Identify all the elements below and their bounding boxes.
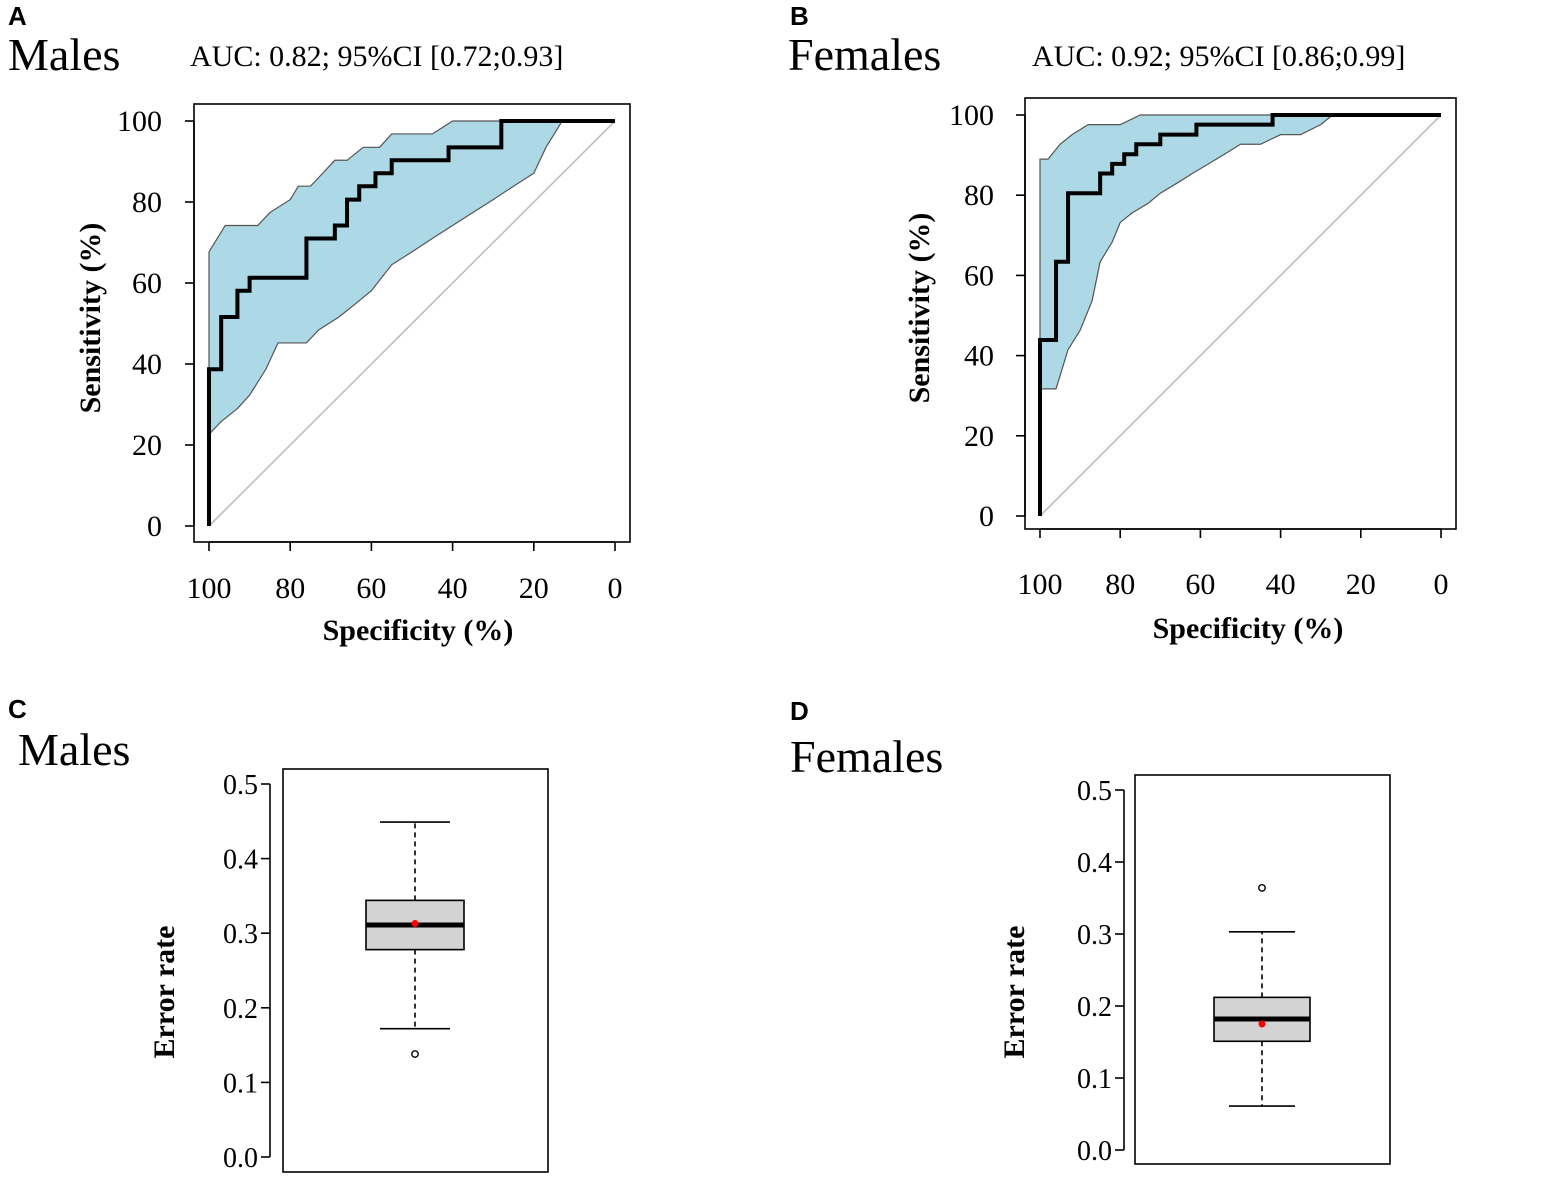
ci-band	[1039, 114, 1335, 390]
chart-title: Females	[790, 731, 943, 782]
y-tick-label: 0.2	[223, 994, 258, 1025]
y-tick-label: 40	[132, 348, 162, 381]
panel-d-females-box: D Females 0.0 0.1 0.2 0.3 0.4 0.5 Error rate	[790, 696, 1391, 1167]
mean-point	[1258, 1020, 1266, 1028]
roc-layer	[207, 119, 616, 527]
y-axis: 0 20 40 60 80 100	[117, 105, 195, 543]
y-tick-label: 20	[132, 429, 162, 462]
x-tick-label: 20	[1346, 568, 1376, 601]
y-axis-label: Sensitivity (%)	[903, 213, 936, 404]
plot-frame	[282, 768, 549, 1173]
x-axis-label: Specificity (%)	[1153, 612, 1344, 645]
x-tick-label: 20	[519, 572, 549, 605]
y-tick-label: 0.4	[223, 845, 258, 876]
x-tick-label: 60	[356, 572, 386, 605]
panel-a-males-roc: A Males AUC: 0.82; 95%CI [0.72;0.93] 100…	[8, 1, 631, 647]
y-axis: 0.0 0.1 0.2 0.3 0.4 0.5	[1077, 776, 1125, 1167]
y-tick-label: 100	[117, 105, 162, 138]
y-axis: 0 20 40 60 80 100	[949, 99, 1026, 533]
y-tick-label: 0.5	[223, 770, 258, 801]
roc-curve	[207, 119, 615, 526]
y-tick-label: 60	[964, 259, 994, 292]
x-axis: 100 80 60 40 20 0	[187, 541, 623, 605]
outlier-point	[411, 1050, 419, 1058]
box-layer	[1213, 884, 1311, 1107]
x-tick-label: 100	[187, 572, 232, 605]
panel-letter: C	[8, 694, 27, 724]
y-axis-label: Sensitivity (%)	[74, 223, 107, 414]
panel-c-males-box: C Males 0.0 0.1 0.2 0.3 0.4 0.5 Error rate	[8, 694, 549, 1174]
x-tick-label: 40	[1266, 568, 1296, 601]
y-tick-label: 0.1	[1077, 1064, 1112, 1095]
y-axis-label: Error rate	[148, 926, 181, 1059]
y-tick-label: 0	[979, 500, 994, 533]
y-tick-label: 40	[964, 340, 994, 373]
outlier-point	[1258, 884, 1266, 892]
y-axis: 0.0 0.1 0.2 0.3 0.4 0.5	[223, 770, 271, 1174]
y-tick-label: 0.0	[1077, 1136, 1112, 1167]
x-tick-label: 60	[1185, 568, 1215, 601]
roc-layer	[1038, 113, 1442, 517]
chart-title: Males	[8, 29, 120, 80]
y-tick-label: 0.0	[223, 1143, 258, 1174]
mean-point	[411, 920, 419, 928]
x-axis-label: Specificity (%)	[323, 614, 514, 647]
auc-annotation: AUC: 0.92; 95%CI [0.86;0.99]	[1032, 40, 1405, 73]
plot-frame	[1134, 774, 1391, 1165]
y-axis-label: Error rate	[998, 926, 1031, 1059]
panel-b-females-roc: B Females AUC: 0.92; 95%CI [0.86;0.99] 1…	[788, 1, 1457, 645]
auc-annotation: AUC: 0.82; 95%CI [0.72;0.93]	[190, 40, 563, 73]
x-tick-label: 80	[1105, 568, 1135, 601]
y-tick-label: 0.2	[1077, 992, 1112, 1023]
x-tick-label: 0	[608, 572, 623, 605]
y-tick-label: 80	[132, 186, 162, 219]
y-tick-label: 20	[964, 420, 994, 453]
y-tick-label: 100	[949, 99, 994, 132]
y-tick-label: 0	[147, 510, 162, 543]
chart-title: Females	[788, 29, 941, 80]
x-tick-label: 0	[1434, 568, 1449, 601]
y-tick-label: 0.1	[223, 1068, 258, 1099]
diagonal-reference-line	[1039, 114, 1442, 517]
panel-letter: B	[790, 1, 809, 31]
y-tick-label: 0.3	[1077, 920, 1112, 951]
y-tick-label: 60	[132, 267, 162, 300]
roc-curve	[1038, 113, 1441, 516]
diagonal-reference-line	[208, 120, 616, 527]
panel-letter: D	[790, 696, 809, 726]
x-tick-label: 80	[275, 572, 305, 605]
box-layer	[365, 821, 465, 1058]
x-axis: 100 80 60 40 20 0	[1018, 528, 1449, 601]
x-tick-label: 100	[1018, 568, 1063, 601]
y-tick-label: 80	[964, 179, 994, 212]
y-tick-label: 0.5	[1077, 776, 1112, 807]
y-tick-label: 0.3	[223, 919, 258, 950]
chart-title: Males	[18, 724, 130, 775]
y-tick-label: 0.4	[1077, 848, 1112, 879]
x-tick-label: 40	[438, 572, 468, 605]
panel-letter: A	[8, 1, 27, 31]
